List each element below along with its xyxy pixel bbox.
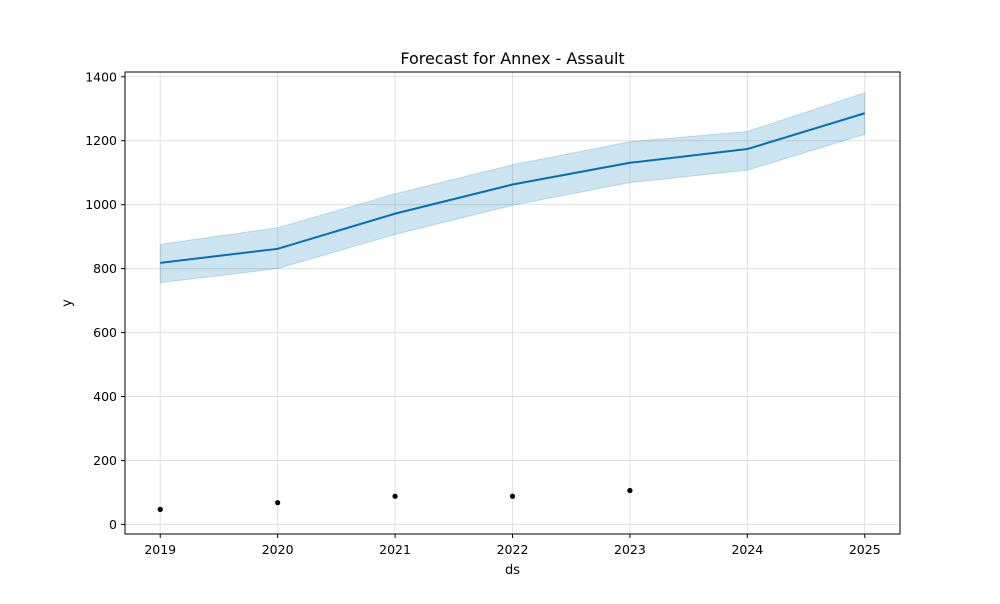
y-tick-label: 800: [93, 261, 117, 276]
uncertainty-band-layer: [159, 92, 866, 284]
x-tick-label: 2023: [614, 542, 646, 557]
y-axis-ticks: 0 200 400 600 800 1000 1200 1400: [85, 69, 125, 532]
y-tick-label: 1400: [85, 69, 117, 84]
x-tick-label: 2022: [497, 542, 529, 557]
forecast-line-layer: [160, 112, 866, 264]
y-tick-label: 1200: [85, 133, 117, 148]
y-axis-label: y: [60, 299, 75, 307]
y-tick-label: 1000: [85, 197, 117, 212]
uncertainty-band: [159, 92, 866, 284]
observed-point: [157, 506, 163, 512]
observed-point: [627, 487, 633, 494]
observed-point: [392, 493, 398, 499]
y-tick-label: 0: [109, 517, 117, 532]
x-axis-label: ds: [505, 563, 520, 578]
y-tick-label: 400: [93, 389, 117, 404]
x-tick-label: 2025: [849, 542, 881, 557]
x-axis-ticks: 2019 2020 2021 2022 2023 2024 2025: [144, 534, 881, 557]
y-tick-label: 200: [93, 453, 117, 468]
x-tick-label: 2019: [144, 542, 176, 557]
forecast-line: [160, 112, 866, 264]
y-tick-label: 600: [93, 325, 117, 340]
observed-points-layer: [157, 487, 633, 512]
x-tick-label: 2024: [731, 542, 763, 557]
x-tick-label: 2020: [262, 542, 294, 557]
chart-title: Forecast for Annex - Assault: [400, 49, 624, 68]
x-tick-label: 2021: [379, 542, 411, 557]
observed-point: [509, 493, 516, 499]
observed-point: [275, 500, 281, 506]
